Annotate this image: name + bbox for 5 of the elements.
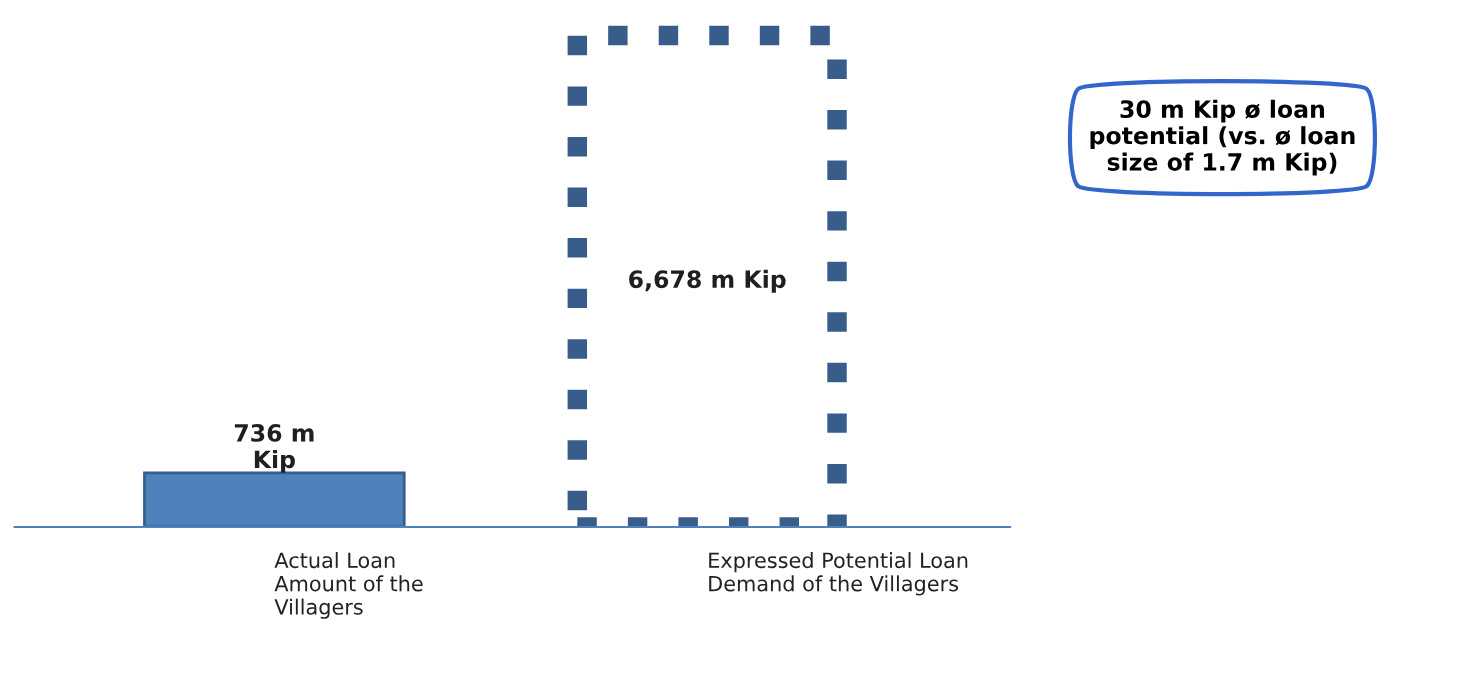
data-label: 736 m Kip [234,423,314,473]
x-tick-label: Expressed Potential Loan Demand of the Villagers [709,552,968,596]
x-tick-label: Actual Loan Amount of the Villagers [274,552,423,619]
text: 30 m Kip ø loan potential (vs. ø loan size of 1.7 m Kip) [1090,99,1355,176]
data-label: 6,678 m Kip [629,269,786,293]
